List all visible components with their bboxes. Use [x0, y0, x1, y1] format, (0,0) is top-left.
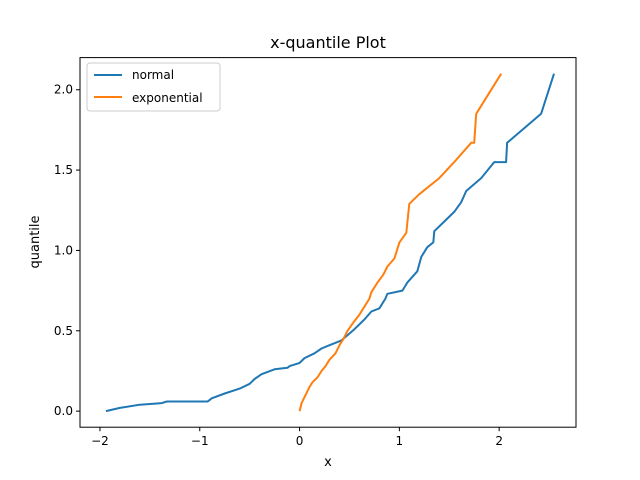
- x-tick-label: 0: [296, 434, 304, 448]
- x-tick-label: −1: [191, 434, 209, 448]
- x-tick-label: 2: [495, 434, 503, 448]
- series-line-exponential: [298, 73, 503, 412]
- plot-lines: [105, 73, 555, 413]
- y-tick-label: 1.5: [54, 163, 73, 177]
- axes-frame: [79, 57, 577, 428]
- legend-label-exponential: exponential: [132, 91, 203, 105]
- x-axis-ticks: −2 −1 0 1 2: [91, 427, 503, 448]
- x-tick-label: −2: [91, 434, 109, 448]
- y-tick-label: 0.0: [54, 404, 73, 418]
- legend-label-normal: normal: [132, 68, 174, 82]
- y-axis-label: quantile: [28, 215, 43, 268]
- y-tick-label: 2.0: [54, 83, 73, 97]
- y-tick-label: 0.5: [54, 324, 73, 338]
- series-line-normal: [105, 73, 555, 413]
- x-axis-label: x: [324, 455, 332, 470]
- y-tick-label: 1.0: [54, 243, 73, 257]
- x-tick-label: 1: [396, 434, 404, 448]
- chart-title: x-quantile Plot: [270, 33, 386, 52]
- legend: normal exponential: [86, 62, 221, 112]
- y-axis-ticks: 0.0 0.5 1.0 1.5 2.0: [54, 83, 80, 418]
